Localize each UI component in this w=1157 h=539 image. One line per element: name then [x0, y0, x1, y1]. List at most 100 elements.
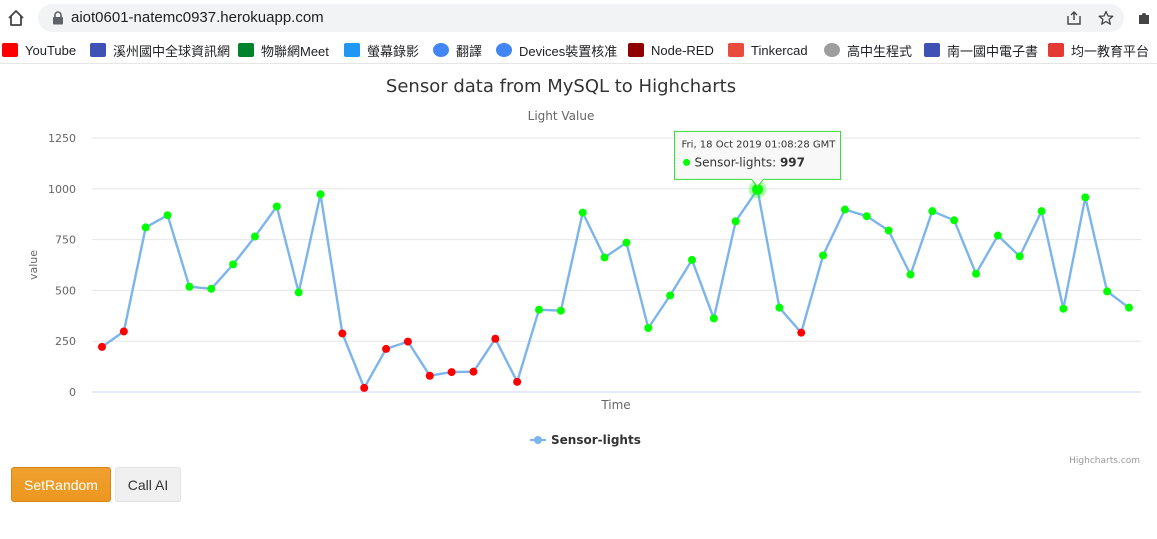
data-point[interactable] — [1015, 252, 1024, 261]
data-point[interactable] — [819, 251, 828, 260]
data-point[interactable] — [425, 371, 434, 380]
highcharts-container: Sensor data from MySQL to Highcharts Lig… — [0, 65, 1157, 470]
bookmark-label: 溪州國中全球資訊網 — [113, 43, 231, 59]
data-point[interactable] — [797, 328, 806, 337]
data-point[interactable] — [447, 368, 456, 377]
data-point[interactable] — [731, 217, 740, 226]
data-point[interactable] — [840, 205, 849, 214]
data-point[interactable] — [578, 208, 587, 217]
data-point[interactable] — [862, 212, 871, 221]
bookmark-school-site[interactable]: 溪州國中全球資訊網 — [90, 41, 230, 59]
data-point[interactable] — [972, 269, 981, 278]
data-point[interactable] — [316, 190, 325, 199]
url-text[interactable]: aiot0601-natemc0937.herokuapp.com — [71, 9, 324, 26]
data-point[interactable] — [775, 303, 784, 312]
data-point[interactable] — [644, 323, 653, 332]
data-point[interactable] — [163, 211, 172, 220]
bookmark-label: 南一國中電子書 — [947, 43, 1039, 59]
data-point[interactable] — [556, 306, 565, 315]
bookmark-translate[interactable]: 翻譯 — [433, 41, 482, 59]
bookmark-coding[interactable]: 高中生程式 — [824, 41, 912, 59]
data-point[interactable] — [906, 270, 915, 279]
cloud-icon — [824, 43, 840, 57]
data-point[interactable] — [229, 260, 238, 269]
bookmark-screen-record[interactable]: 螢幕錄影 — [344, 41, 419, 59]
data-point[interactable] — [207, 284, 216, 293]
data-point[interactable] — [272, 202, 281, 211]
data-point[interactable] — [928, 207, 937, 216]
bookmark-label: 均一教育平台 — [1071, 43, 1150, 59]
star-icon[interactable] — [1098, 10, 1114, 26]
bookmark-label: 螢幕錄影 — [367, 43, 420, 59]
bookmark-youtube[interactable]: YouTube — [2, 41, 76, 59]
data-point[interactable] — [1125, 303, 1133, 312]
youtube-icon — [2, 43, 18, 57]
address-bar[interactable]: aiot0601-natemc0937.herokuapp.com — [38, 4, 1124, 32]
data-point[interactable] — [752, 183, 764, 195]
tooltip-value: 997 — [780, 155, 805, 169]
data-point[interactable] — [535, 305, 544, 314]
data-point[interactable] — [993, 231, 1002, 240]
site-icon — [924, 43, 940, 57]
legend-symbol-marker — [534, 436, 542, 444]
data-point[interactable] — [709, 314, 718, 323]
bookmark-label: 翻譯 — [456, 43, 483, 59]
highcharts-credits[interactable]: Highcharts.com — [1069, 456, 1140, 466]
data-point[interactable] — [1103, 287, 1112, 296]
data-point[interactable] — [666, 291, 675, 300]
data-point[interactable] — [185, 282, 194, 291]
data-point[interactable] — [600, 253, 609, 262]
meet-icon — [238, 43, 254, 57]
data-point[interactable] — [338, 329, 347, 338]
data-point[interactable] — [950, 216, 959, 225]
data-point[interactable] — [141, 223, 150, 232]
tinkercad-icon — [728, 43, 744, 57]
bookmark-label: Tinkercad — [751, 42, 808, 58]
set-random-button[interactable]: SetRandom — [11, 467, 111, 502]
bookmark-label: 物聯網Meet — [261, 43, 329, 59]
data-point[interactable] — [1081, 193, 1090, 202]
chart-title: Sensor data from MySQL to Highcharts — [386, 76, 736, 97]
x-axis-title: Time — [600, 398, 630, 412]
y-axis-title: value — [27, 250, 40, 280]
data-point[interactable] — [250, 232, 259, 241]
bookmark-label: YouTube — [25, 42, 77, 58]
bookmark-meet[interactable]: 物聯網Meet — [238, 41, 329, 59]
data-point[interactable] — [491, 334, 500, 343]
bookmark-tinkercad[interactable]: Tinkercad — [728, 41, 808, 59]
nodered-icon — [628, 43, 644, 57]
home-icon[interactable] — [6, 8, 26, 28]
data-point[interactable] — [884, 226, 893, 235]
bookmark-label: 高中生程式 — [847, 43, 913, 59]
data-point[interactable] — [360, 383, 369, 392]
bookmark-label: Devices裝置核准 — [519, 43, 618, 59]
data-point[interactable] — [1037, 207, 1046, 216]
data-point[interactable] — [469, 367, 478, 376]
data-point[interactable] — [403, 337, 412, 346]
y-tick-label: 1250 — [48, 132, 76, 145]
call-ai-button[interactable]: Call AI — [115, 467, 181, 502]
record-icon — [344, 43, 360, 57]
y-tick-label: 500 — [55, 284, 76, 297]
data-point[interactable] — [622, 238, 631, 247]
chart-subtitle: Light Value — [528, 109, 595, 123]
legend-label: Sensor-lights — [551, 433, 641, 447]
sensor-chart: Sensor data from MySQL to Highcharts Lig… — [27, 76, 1141, 466]
share-icon[interactable] — [1066, 10, 1082, 26]
legend-item[interactable]: Sensor-lights — [530, 433, 641, 447]
bookmark-ebook[interactable]: 南一國中電子書 — [924, 41, 1038, 59]
series-points — [98, 180, 1133, 392]
y-axis-labels: 0 250 500 750 1000 1250 — [48, 132, 76, 399]
bookmark-node-red[interactable]: Node-RED — [628, 41, 714, 59]
data-point[interactable] — [513, 377, 522, 386]
y-tick-label: 250 — [55, 335, 76, 348]
data-point[interactable] — [382, 344, 391, 353]
data-point[interactable] — [294, 288, 303, 297]
data-point[interactable] — [98, 342, 106, 351]
data-point[interactable] — [687, 255, 696, 264]
bookmark-devices[interactable]: Devices裝置核准 — [496, 41, 617, 59]
data-point[interactable] — [1059, 304, 1068, 313]
puzzle-icon[interactable] — [1136, 10, 1152, 26]
data-point[interactable] — [119, 327, 128, 336]
bookmark-junyi[interactable]: 均一教育平台 — [1048, 41, 1149, 59]
